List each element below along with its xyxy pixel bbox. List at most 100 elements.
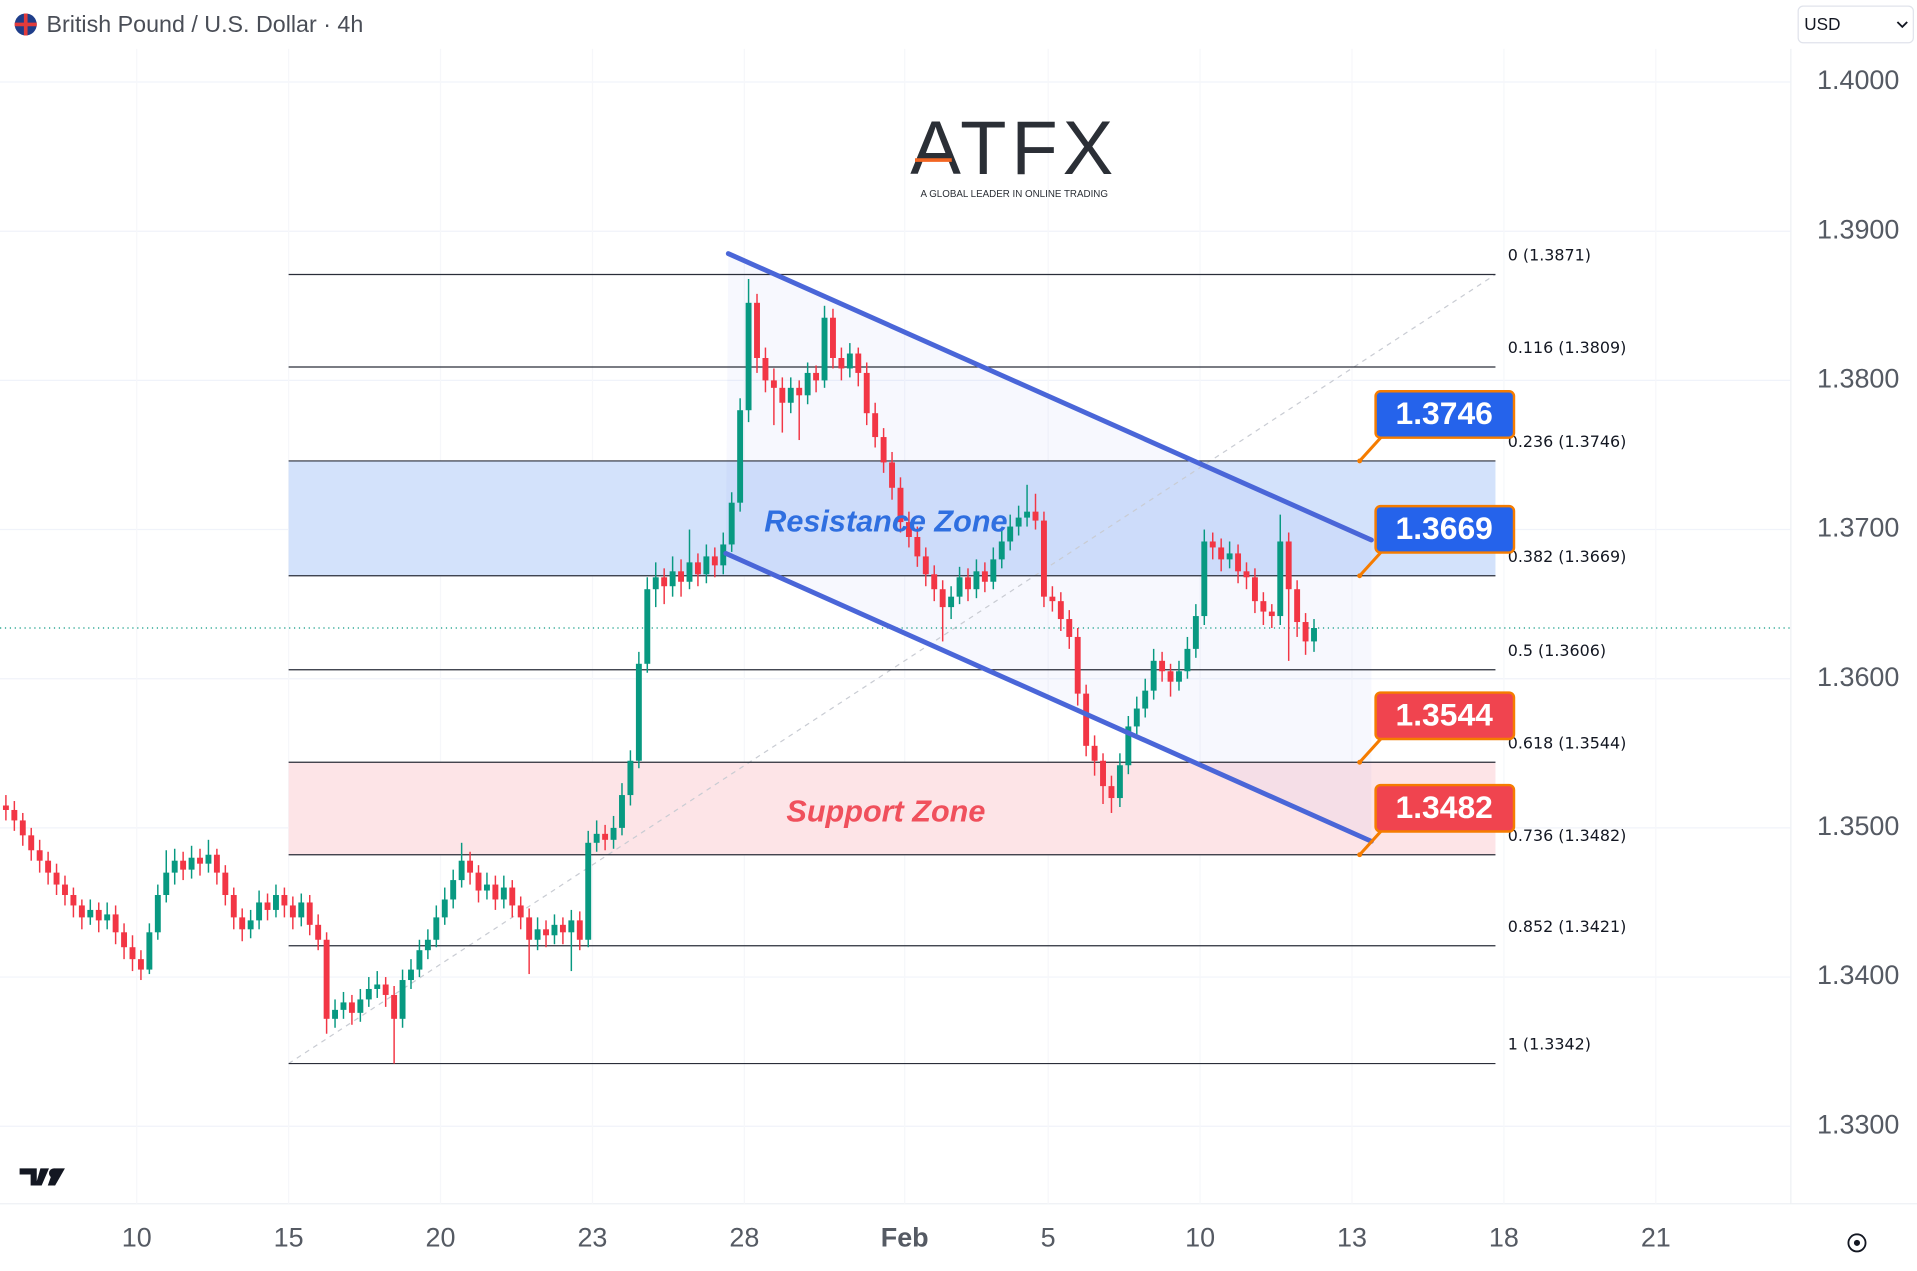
candle-body — [914, 537, 921, 557]
candle-body — [475, 872, 482, 891]
candle-body — [737, 410, 744, 503]
y-tick-label: 1.3700 — [1817, 513, 1899, 543]
fib-label: 0.618 (1.3544) — [1508, 733, 1627, 752]
candle-body — [137, 959, 144, 970]
candle-body — [711, 556, 718, 566]
candle-body — [551, 924, 558, 936]
candle-body — [543, 929, 549, 936]
x-tick-label: Feb — [881, 1222, 929, 1252]
candle-body — [154, 895, 161, 933]
candle-body — [1015, 517, 1022, 527]
tag-anchor — [1357, 759, 1363, 765]
candle-body — [1167, 671, 1174, 682]
x-tick-label: 15 — [274, 1222, 304, 1252]
candle-body — [762, 358, 769, 381]
candle-body — [889, 462, 895, 488]
candle-body — [576, 920, 583, 940]
candle-body — [1268, 611, 1275, 617]
candle-body — [306, 902, 313, 925]
candle-body — [483, 884, 490, 891]
tv-logo-mark — [19, 1168, 49, 1186]
settings-dot[interactable] — [1853, 1239, 1861, 1246]
zone-label: Resistance Zone — [764, 504, 1007, 538]
candle-body — [568, 920, 575, 933]
symbol-title: British Pound / U.S. Dollar · 4h — [47, 11, 364, 37]
zone-label: Support Zone — [786, 794, 985, 828]
candle-body — [70, 895, 77, 906]
candle-body — [1302, 622, 1309, 642]
settings-icon[interactable] — [1847, 1233, 1867, 1253]
candle-body — [846, 353, 853, 369]
x-tick-label: 10 — [122, 1222, 152, 1252]
candle-body — [526, 917, 533, 940]
candle-body — [509, 887, 516, 906]
price-tag-label: 1.3746 — [1395, 395, 1492, 431]
x-tick-label: 23 — [577, 1222, 607, 1252]
candle-body — [981, 571, 988, 582]
settings-ring[interactable] — [1847, 1233, 1867, 1253]
candle-body — [230, 895, 237, 918]
fib-label: 0.236 (1.3746) — [1508, 432, 1627, 451]
candle-body — [644, 589, 651, 664]
candle-body — [382, 984, 389, 995]
candle-body — [1083, 693, 1090, 746]
candle-body — [2, 805, 9, 810]
candle-body — [441, 899, 448, 918]
candle-body — [28, 835, 35, 851]
candle-body — [500, 887, 507, 900]
candle-body — [956, 577, 963, 597]
candle-body — [931, 574, 938, 590]
candle-body — [1184, 648, 1191, 672]
candle-body — [1235, 553, 1242, 572]
candle-body — [779, 387, 786, 403]
candle-body — [1294, 589, 1301, 623]
x-tick-label: 13 — [1337, 1222, 1367, 1252]
candle-body — [1150, 660, 1157, 691]
candle-body — [188, 857, 195, 870]
candle-body — [416, 950, 423, 970]
currency-select[interactable] — [1797, 5, 1914, 44]
candle-body — [408, 969, 414, 981]
candle-body — [619, 795, 625, 828]
candle-body — [1142, 690, 1149, 709]
candle-body — [36, 850, 43, 861]
chevron — [1896, 21, 1908, 29]
candle-body — [559, 924, 566, 933]
candle-body — [112, 914, 119, 933]
candle-body — [830, 317, 836, 359]
header: British Pound / U.S. Dollar · 4h USD — [14, 5, 1914, 44]
currency-label[interactable]: USD — [1804, 15, 1840, 34]
candle-body — [171, 860, 178, 873]
candle-body — [787, 387, 794, 403]
candle-body — [796, 387, 803, 396]
fib-label: 0 (1.3871) — [1508, 246, 1591, 265]
tag-pointer — [1358, 735, 1385, 764]
candle-body — [450, 880, 457, 900]
y-tick-label: 1.4000 — [1817, 65, 1899, 95]
candle-body — [880, 437, 887, 463]
candle-body — [1251, 577, 1258, 602]
y-tick-label: 1.3500 — [1817, 811, 1899, 841]
candle-body — [1125, 726, 1132, 766]
candle-body — [897, 487, 904, 523]
candle-body — [289, 905, 296, 918]
candle-body — [627, 760, 634, 796]
candle-body — [458, 860, 465, 881]
y-tick-label: 1.3800 — [1817, 364, 1899, 394]
candle-body — [239, 917, 246, 930]
candle-body — [804, 372, 811, 396]
fib-label: 0.5 (1.3606) — [1508, 641, 1606, 660]
tag-pointer — [1358, 434, 1385, 462]
x-tick-label: 10 — [1185, 1222, 1215, 1252]
candle-body — [256, 902, 263, 921]
candle-body — [45, 860, 52, 873]
candle-body — [1024, 511, 1031, 518]
candle-body — [197, 857, 203, 864]
price-tag-label: 1.3669 — [1395, 510, 1492, 546]
candle-body — [754, 302, 760, 359]
candle-body — [1226, 553, 1233, 560]
candle-body — [1311, 627, 1317, 642]
candle-body — [332, 1009, 338, 1019]
candle-body — [1116, 765, 1123, 799]
